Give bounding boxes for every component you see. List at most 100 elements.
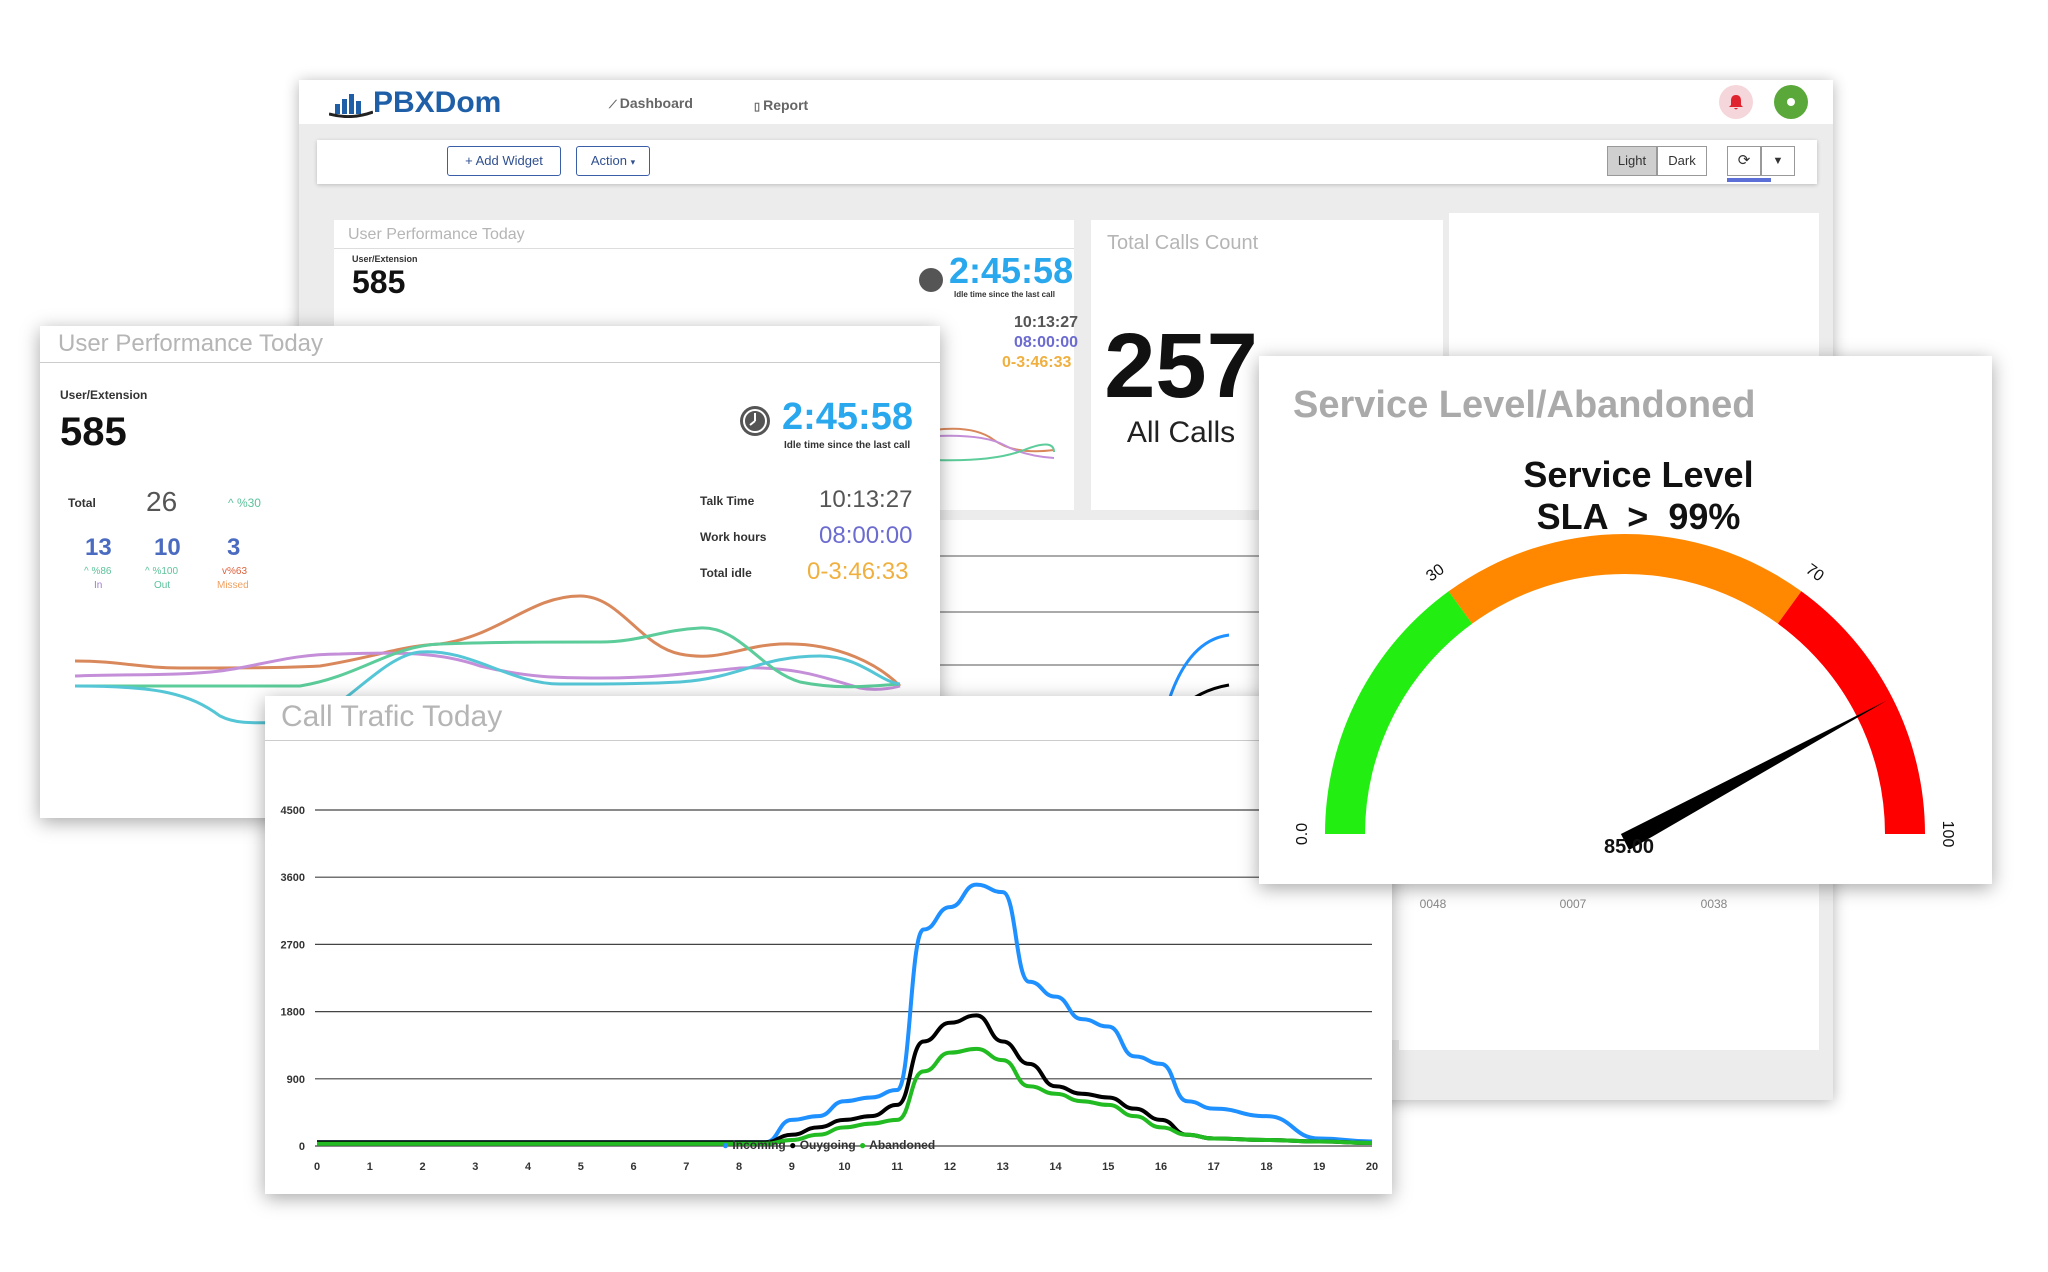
y-tick-label: 3600 xyxy=(281,872,305,884)
divider xyxy=(40,362,940,363)
chart-line-icon: ⟋ xyxy=(609,99,620,111)
refresh-progress xyxy=(1727,178,1771,182)
gauge-band-mid xyxy=(1448,534,1802,624)
idle-time-label: Idle time since the last call xyxy=(784,440,911,451)
talk-time-value: 10:13:27 xyxy=(819,486,913,513)
status-dot-icon xyxy=(1787,98,1795,106)
nav-report[interactable]: ▯ Report xyxy=(754,97,809,113)
x-tick-label: 18 xyxy=(1260,1161,1272,1173)
stopwatch-icon xyxy=(740,406,770,436)
y-tick-label: 900 xyxy=(287,1074,305,1086)
legend-dot-icon: ● xyxy=(721,1138,730,1152)
missed-value: 3 xyxy=(227,534,241,561)
series-line-incoming xyxy=(317,882,1373,1145)
x-tick-label: 6 xyxy=(630,1161,636,1173)
total-value: 26 xyxy=(146,486,178,517)
in-label: In xyxy=(94,580,103,591)
light-theme-button[interactable]: Light xyxy=(1607,146,1657,176)
bar-label: 0038 xyxy=(1700,897,1728,911)
trend-line-green xyxy=(75,626,901,689)
logo-bars-icon xyxy=(329,94,373,118)
missed-percent: v%63 xyxy=(222,566,248,577)
caret-down-icon: ▾ xyxy=(630,157,636,167)
nav-dashboard[interactable]: ⟋ Dashboard xyxy=(609,95,693,111)
work-hours-label: Work hours xyxy=(700,530,767,544)
add-widget-button[interactable]: + Add Widget xyxy=(447,146,561,176)
x-tick-label: 10 xyxy=(838,1161,850,1173)
y-tick-label: 4500 xyxy=(281,805,305,817)
legend-dot-icon: ● xyxy=(859,1138,867,1152)
logo[interactable]: PBXDom xyxy=(329,88,501,118)
x-tick-label: 9 xyxy=(789,1161,795,1173)
y-tick-label: 2700 xyxy=(281,939,305,951)
x-tick-label: 14 xyxy=(1049,1161,1062,1173)
user-status-button[interactable] xyxy=(1774,85,1808,119)
x-tick-label: 15 xyxy=(1102,1161,1114,1173)
in-percent: ^ %86 xyxy=(84,566,112,577)
ext-label: User/Extension xyxy=(352,254,418,264)
divider xyxy=(334,248,1074,249)
total-calls-value: 257 xyxy=(1104,315,1258,417)
idle-value: 2:45:58 xyxy=(949,250,1074,291)
x-tick-label: 20 xyxy=(1366,1161,1378,1173)
ext-label: User/Extension xyxy=(60,388,148,402)
x-tick-label: 17 xyxy=(1208,1161,1220,1173)
logo-text: PBXDom xyxy=(373,86,502,119)
x-tick-label: 19 xyxy=(1313,1161,1325,1173)
talk-time-label: Talk Time xyxy=(700,494,755,508)
gauge-heading-2: SLA > 99% xyxy=(1536,496,1741,537)
gauge-tick-label: 100 xyxy=(1939,821,1956,848)
x-tick-label: 11 xyxy=(891,1161,903,1173)
chart-legend: ● Incoming ● Ouygoing ● Abandoned xyxy=(265,1138,1392,1152)
out-percent: ^ %100 xyxy=(145,566,179,577)
gauge-band-high xyxy=(1777,591,1925,834)
x-tick-label: 2 xyxy=(419,1161,425,1173)
x-tick-label: 12 xyxy=(944,1161,956,1173)
gauge-tick-label: 0.0 xyxy=(1294,823,1311,845)
work-value: 08:00:00 xyxy=(1014,334,1079,351)
gauge-band-low xyxy=(1325,591,1473,834)
total-calls-label: All Calls xyxy=(1126,416,1236,449)
dark-theme-button[interactable]: Dark xyxy=(1657,146,1707,176)
widget-title: Total Calls Count xyxy=(1107,232,1259,254)
x-tick-label: 1 xyxy=(367,1161,373,1173)
notification-bell-button[interactable] xyxy=(1719,85,1753,119)
call-traffic-card: Call Trafic Today 0 900 1800 2700 3600 4500 0 1… xyxy=(265,696,1392,1194)
total-idle-label: Total idle xyxy=(700,566,752,580)
gauge-tick-label: 70 xyxy=(1802,561,1826,585)
series-line-abandoned xyxy=(316,1046,1373,1146)
talk-value: 10:13:27 xyxy=(1014,314,1079,331)
refresh-icon: ⟳ xyxy=(1737,152,1751,169)
x-tick-label: 4 xyxy=(525,1161,532,1173)
idle-time-value: 2:45:58 xyxy=(782,396,913,438)
total-idle-value: 0-3:46:33 xyxy=(807,558,909,585)
gauge-tick-label: 30 xyxy=(1423,561,1447,585)
service-level-gauge: 0.0 30 70 100 xyxy=(1294,534,1956,851)
clock-icon xyxy=(919,268,943,292)
x-tick-label: 3 xyxy=(472,1161,478,1173)
action-dropdown-button[interactable]: Action ▾ xyxy=(576,146,650,176)
x-tick-label: 7 xyxy=(683,1161,689,1173)
bar-label: 0007 xyxy=(1559,897,1587,911)
legend-item-outgoing: ● Ouygoing xyxy=(789,1138,856,1152)
bg-perf-chart xyxy=(934,427,1055,462)
legend-dot-icon: ● xyxy=(789,1138,797,1152)
refresh-button[interactable]: ⟳ xyxy=(1727,146,1761,176)
x-tick-label: 13 xyxy=(997,1161,1009,1173)
legend-item-incoming: ● Incoming xyxy=(721,1138,786,1152)
out-value: 10 xyxy=(154,534,181,561)
app-header: PBXDom ⟋ Dashboard ▯ Report xyxy=(299,80,1833,124)
caret-down-icon: ▼ xyxy=(1772,155,1784,167)
x-tick-label: 16 xyxy=(1155,1161,1167,1173)
service-level-card: Service Level/Abandoned Service Level SL… xyxy=(1259,356,1992,884)
idle-label: Idle time since the last call xyxy=(954,290,1055,299)
y-tick-label: 1800 xyxy=(281,1007,305,1019)
trend-line-orange xyxy=(74,594,902,688)
card-title: User Performance Today xyxy=(58,330,324,357)
total-idle-value: 0-3:46:33 xyxy=(1002,354,1072,371)
ext-value: 585 xyxy=(352,264,406,300)
performance-trend-chart xyxy=(74,594,902,725)
refresh-options-button[interactable]: ▼ xyxy=(1761,146,1795,176)
y-tick-label: 0 xyxy=(299,1141,305,1153)
